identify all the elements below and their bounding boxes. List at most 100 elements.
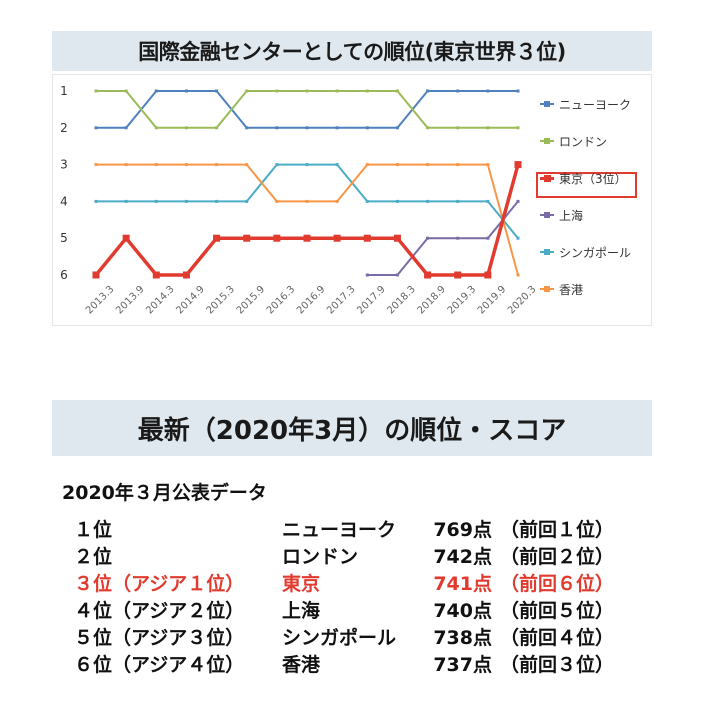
data-point: [395, 273, 399, 277]
ranking-row: ６位（アジア４位） 香港 737点 （前回３位）: [0, 650, 721, 676]
data-point: [456, 89, 460, 93]
data-point: [124, 163, 128, 167]
data-point: [94, 199, 98, 203]
score-value: 741点: [433, 573, 492, 595]
data-point: [426, 236, 430, 240]
legend-marker: [544, 249, 550, 255]
score-value: 769点: [433, 519, 492, 541]
previous-rank: （前回４位）: [500, 627, 615, 649]
data-point: [395, 89, 399, 93]
data-point: [395, 163, 399, 167]
x-tick-label: 2018.3: [385, 284, 418, 317]
x-tick-label: 2018.9: [416, 284, 449, 317]
latest-ranking-title: 最新（2020年3月）の順位・スコア: [52, 400, 652, 456]
legend-swatch: [540, 138, 554, 144]
legend-item: 東京（3位）: [540, 168, 627, 188]
city-name: 上海: [282, 600, 321, 622]
data-point: [426, 163, 430, 167]
data-point: [514, 161, 522, 169]
legend-label: ロンドン: [559, 134, 608, 149]
data-point: [456, 236, 460, 240]
previous-rank: （前回１位）: [500, 519, 615, 541]
data-point: [516, 126, 520, 130]
ranking-line-chart: 1 2 3 4 5 6 2013.3 2013.9 2014.3 2014.9 2015.3 2015…: [52, 74, 652, 326]
x-tick-label: 2017.3: [325, 284, 358, 317]
data-point: [426, 126, 430, 130]
data-point: [365, 199, 369, 203]
legend-marker: [544, 212, 550, 218]
data-point: [154, 199, 158, 203]
data-point: [365, 163, 369, 167]
data-point: [305, 163, 309, 167]
data-point: [484, 271, 492, 279]
data-point: [184, 163, 188, 167]
data-point: [305, 89, 309, 93]
data-point: [486, 89, 490, 93]
data-point: [124, 89, 128, 93]
data-point: [395, 199, 399, 203]
data-point: [184, 126, 188, 130]
data-point: [365, 126, 369, 130]
score-value: 737点: [433, 654, 492, 676]
score-value: 738点: [433, 627, 492, 649]
data-point: [245, 89, 249, 93]
data-point: [363, 234, 371, 242]
data-point: [305, 126, 309, 130]
legend-marker: [544, 101, 550, 107]
data-point: [124, 126, 128, 130]
data-point: [182, 271, 190, 279]
data-point: [154, 126, 158, 130]
legend-marker: [544, 174, 551, 182]
data-point: [152, 271, 160, 279]
data-point: [154, 89, 158, 93]
data-point: [94, 89, 98, 93]
data-point: [335, 163, 339, 167]
data-point: [395, 126, 399, 130]
data-point: [303, 234, 311, 242]
data-point: [486, 126, 490, 130]
data-point: [335, 89, 339, 93]
data-point: [213, 234, 221, 242]
y-tick-label: 2: [60, 121, 68, 135]
legend-item: 上海: [540, 205, 583, 225]
legend-label: ニューヨーク: [559, 97, 632, 112]
city-name: ニューヨーク: [282, 519, 397, 541]
previous-rank: （前回５位）: [500, 600, 615, 622]
x-tick-label: 2014.9: [174, 284, 207, 317]
data-point: [333, 234, 341, 242]
rank-label: ２位: [74, 546, 113, 568]
data-point: [215, 199, 219, 203]
x-tick-label: 2013.9: [114, 284, 147, 317]
legend-swatch: [540, 212, 554, 218]
data-point: [335, 126, 339, 130]
ranking-row: ２位 ロンドン 742点 （前回２位）: [0, 542, 721, 568]
score-value: 742点: [433, 546, 492, 568]
data-point: [516, 199, 520, 203]
y-tick-label: 5: [60, 231, 68, 245]
x-tick-label: 2014.3: [144, 284, 177, 317]
rank-label: １位: [74, 519, 113, 541]
x-tick-label: 2019.3: [446, 284, 479, 317]
ranking-row: ４位（アジア２位） 上海 740点 （前回５位）: [0, 596, 721, 622]
legend-highlight-box: [536, 172, 637, 198]
data-point: [184, 199, 188, 203]
data-point: [305, 199, 309, 203]
x-tick-label: 2016.9: [295, 284, 328, 317]
city-name: ロンドン: [282, 546, 359, 568]
data-point: [245, 199, 249, 203]
x-tick-label: 2013.3: [84, 284, 117, 317]
legend-item: ニューヨーク: [540, 94, 631, 114]
chart-title: 国際金融センターとしての順位(東京世界３位): [52, 31, 652, 71]
legend-item: 香港: [540, 279, 583, 299]
legend-swatch: [540, 101, 554, 107]
y-tick-label: 6: [60, 268, 68, 282]
data-point: [424, 271, 432, 279]
legend-swatch: [540, 249, 554, 255]
data-point: [245, 163, 249, 167]
data-point: [426, 89, 430, 93]
y-tick-label: 3: [60, 158, 68, 172]
series-line: [367, 200, 519, 276]
city-name: シンガポール: [282, 627, 397, 649]
data-point: [94, 163, 98, 167]
legend-label: 上海: [559, 208, 584, 223]
